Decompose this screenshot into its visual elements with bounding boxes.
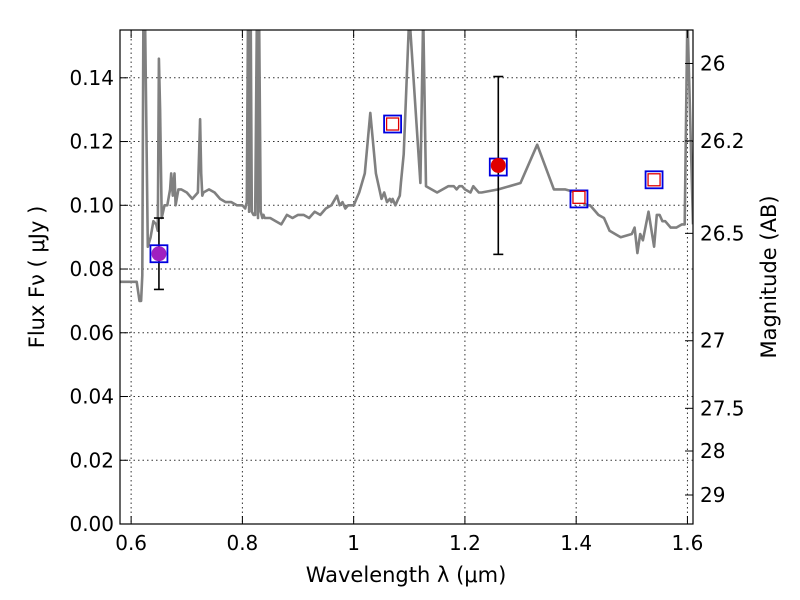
spectrum-layer — [120, 30, 693, 303]
observed-photometry-point — [490, 157, 506, 173]
y-tick-label: 0.08 — [69, 257, 114, 281]
y2-tick-label: 29 — [700, 483, 725, 507]
y-tick-label: 0.14 — [69, 66, 114, 90]
y2-tick-label: 26.2 — [700, 129, 745, 153]
y-tick-label: 0.10 — [69, 193, 114, 217]
observed-photometry-point — [647, 173, 661, 187]
x-axis-label: Wavelength λ (μm) — [306, 563, 507, 587]
y-tick-label: 0.06 — [69, 321, 114, 345]
tick-layer: 0.6 0.8 1 1.2 1.4 1.6 0.00 0.02 0.04 0.06 0.08 0.10… — [69, 30, 745, 555]
observed-photometry-point — [151, 246, 167, 262]
y2-tick-label: 27.5 — [700, 396, 745, 420]
model-photometry-point — [569, 189, 589, 209]
x-tick-label: 1 — [347, 531, 360, 555]
spectrum-line — [120, 30, 693, 303]
y2-tick-label: 28 — [700, 439, 725, 463]
x-tick-label: 1.4 — [560, 531, 592, 555]
y-tick-label: 0.12 — [69, 130, 114, 154]
y-tick-label: 0.00 — [69, 512, 114, 536]
x-tick-label: 0.8 — [226, 531, 258, 555]
plot-frame — [119, 29, 694, 525]
y2-tick-label: 26.5 — [700, 221, 745, 245]
model-photometry-point — [149, 244, 169, 264]
y2-axis-label: Magnitude (AB) — [757, 195, 781, 358]
x-tick-label: 1.6 — [672, 531, 704, 555]
y-tick-label: 0.04 — [69, 385, 114, 409]
model-photometry-point — [644, 170, 664, 190]
y-tick-label: 0.02 — [69, 448, 114, 472]
observed-photometry-point — [385, 117, 400, 131]
y2-tick-label: 27 — [700, 329, 725, 353]
marker-layer — [149, 75, 664, 291]
x-tick-label: 1.2 — [449, 531, 481, 555]
y-axis-label: Flux Fν ( μJy ) — [25, 206, 49, 349]
model-photometry-point — [383, 114, 402, 134]
y2-tick-label: 26 — [700, 51, 725, 75]
x-tick-label: 0.6 — [115, 531, 147, 555]
observed-photometry-point — [572, 190, 586, 204]
